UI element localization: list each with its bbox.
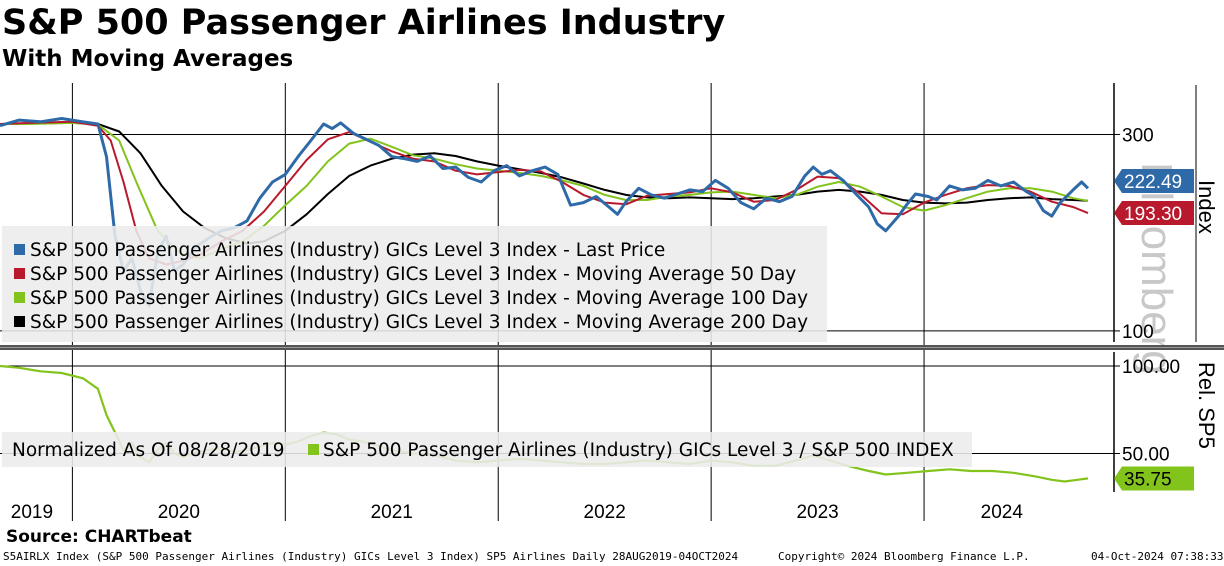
legend-swatch	[308, 444, 319, 455]
legend-swatch	[14, 316, 25, 327]
bloomberg-watermark: Bloomberg	[1132, 162, 1181, 375]
copyright: Copyright© 2024 Bloomberg Finance L.P.	[778, 550, 1030, 563]
x-tick-label: 2024	[981, 502, 1024, 523]
series-line	[0, 121, 1089, 245]
rel-axis-title: Rel. SP5	[1194, 362, 1219, 449]
rel-tick-label: 50.00	[1122, 445, 1170, 466]
legend-label: S&P 500 Passenger Airlines (Industry) GI…	[30, 264, 796, 285]
rel-tick-label: 100.00	[1122, 357, 1180, 378]
y-tick-label: 300	[1122, 125, 1154, 146]
ma50-tag-label: 193.30	[1124, 204, 1182, 225]
timestamp: 04-Oct-2024 07:38:33	[1091, 550, 1224, 563]
last-price-tag-label: 222.49	[1124, 172, 1182, 193]
x-tick-label: 2020	[158, 502, 200, 523]
legend-swatch	[14, 268, 25, 279]
chart-subtitle: With Moving Averages	[2, 46, 294, 72]
y-axis-title: Index	[1194, 180, 1219, 234]
ma50-tag	[1114, 201, 1194, 226]
legends: S&P 500 Passenger Airlines (Industry) GI…	[2, 226, 972, 467]
x-tick-label: 2023	[796, 502, 838, 523]
legend-label: S&P 500 Passenger Airlines (Industry) GI…	[30, 288, 808, 309]
relative-tag-label: 35.75	[1124, 469, 1172, 490]
chart-title: S&P 500 Passenger Airlines Industry	[2, 3, 726, 43]
legend-label: S&P 500 Passenger Airlines (Industry) GI…	[30, 240, 665, 261]
upper-legend-box	[2, 226, 827, 342]
source-label: Source: CHARTbeat	[6, 527, 192, 547]
legend-label: Normalized As Of 08/28/2019	[12, 440, 285, 461]
lower-legend-box	[2, 432, 972, 467]
x-tick-label: 2019	[11, 502, 53, 523]
relative-tag	[1114, 466, 1194, 491]
legend-label: S&P 500 Passenger Airlines (Industry) GI…	[30, 312, 808, 333]
security-description: S5AIRLX Index (S&P 500 Passenger Airline…	[3, 550, 739, 563]
x-tick-label: 2022	[584, 502, 626, 523]
legend-swatch	[14, 244, 25, 255]
axes: 100 300 100.00 50.00 Index Rel. SP5 2019 2020 20…	[0, 83, 1224, 523]
y-tick-label: 100	[1122, 322, 1154, 343]
x-tick-label: 2021	[371, 502, 413, 523]
last-price-tag	[1114, 169, 1194, 193]
legend-swatch	[14, 292, 25, 303]
legend-label: S&P 500 Passenger Airlines (Industry) GI…	[323, 440, 954, 461]
